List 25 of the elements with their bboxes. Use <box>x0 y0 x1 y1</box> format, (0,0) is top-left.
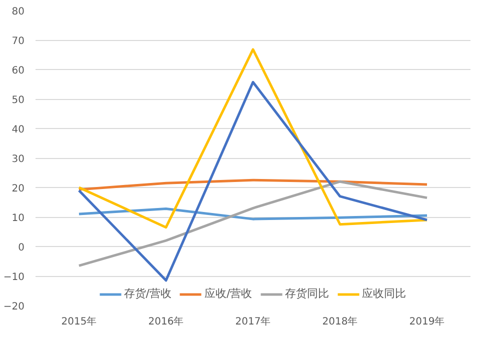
y-tick-label: 0 <box>18 242 25 254</box>
y-tick-label: 70 <box>12 36 25 47</box>
x-tick-label: 2018年 <box>322 316 358 328</box>
y-tick-label: −20 <box>3 302 25 312</box>
line-series <box>78 80 428 282</box>
line-series <box>78 207 428 220</box>
x-tick-label: 2016年 <box>148 316 184 328</box>
x-tick-label: 2017年 <box>235 316 271 328</box>
y-tick-label: 10 <box>12 213 25 224</box>
x-tick-label: 2019年 <box>409 316 445 328</box>
y-tick-label: 20 <box>12 184 25 194</box>
y-tick-label: 50 <box>12 95 25 106</box>
y-tick-label: −10 <box>3 272 25 283</box>
legend-label: 存货/营收 <box>124 286 172 301</box>
y-tick-label: 80 <box>12 6 25 18</box>
y-tick-label: 60 <box>12 66 25 76</box>
legend-label: 应收/营收 <box>204 286 252 301</box>
y-tick-label: 30 <box>12 154 25 165</box>
line-series <box>78 178 428 191</box>
x-tick-label: 2015年 <box>61 316 97 328</box>
line-series <box>78 48 428 229</box>
legend-label: 应收同比 <box>362 286 406 301</box>
line-series <box>78 180 428 267</box>
legend-label: 存货同比 <box>285 286 330 301</box>
y-tick-label: 40 <box>12 124 25 136</box>
